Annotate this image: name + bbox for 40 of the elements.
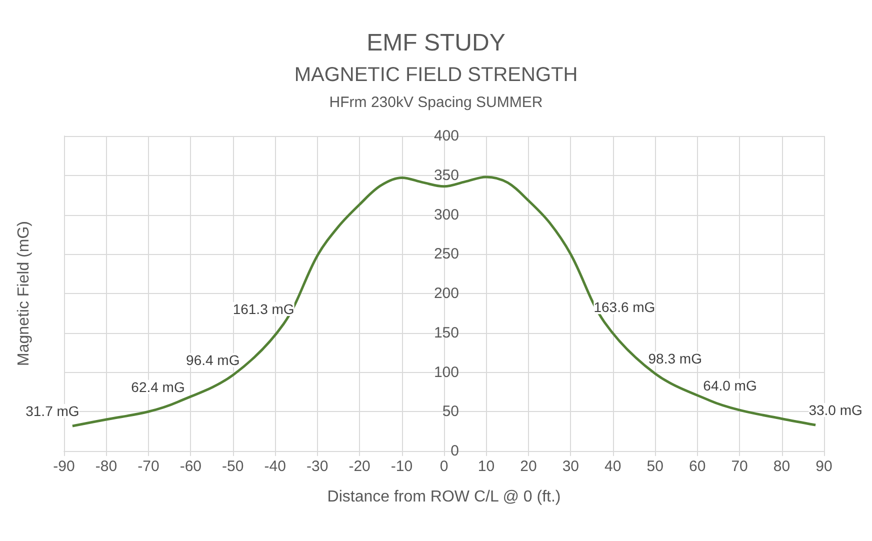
x-tick-label: -90 bbox=[53, 458, 75, 475]
y-tick-label: 0 bbox=[450, 442, 459, 460]
y-tick-label: 250 bbox=[434, 246, 459, 263]
x-axis-title: Distance from ROW C/L @ 0 (ft.) bbox=[327, 488, 561, 506]
x-tick-label: -40 bbox=[264, 458, 286, 475]
chart-title: EMF STUDY bbox=[366, 30, 506, 56]
y-tick-label: 50 bbox=[442, 403, 459, 420]
x-tick-label: -70 bbox=[138, 458, 160, 475]
data-label: 161.3 mG bbox=[232, 300, 294, 317]
data-label: 98.3 mG bbox=[648, 350, 702, 367]
data-label: 96.4 mG bbox=[186, 352, 240, 368]
data-label: 33.0 mG bbox=[808, 402, 862, 418]
data-label: 62.4 mG bbox=[131, 378, 185, 395]
text: HFrm 230kV Spacing SUMMER bbox=[329, 94, 543, 111]
data-label: 31.7 mG bbox=[26, 403, 80, 420]
x-tick-label: 60 bbox=[688, 458, 706, 475]
y-axis-title: Magnetic Field (mG) bbox=[16, 221, 32, 366]
x-tick-label: 50 bbox=[646, 458, 664, 475]
x-tick-label: 70 bbox=[731, 458, 748, 475]
x-tick-label: -80 bbox=[95, 458, 118, 475]
x-tick-label: -10 bbox=[390, 458, 413, 475]
data-label: 163.6 mG bbox=[594, 299, 656, 316]
x-tick-label: -50 bbox=[222, 458, 244, 475]
x-tick-label: -60 bbox=[180, 458, 202, 475]
y-tick-label: 200 bbox=[434, 285, 459, 302]
y-tick-label: 350 bbox=[434, 166, 459, 184]
chart-subtitle: MAGNETIC FIELD STRENGTH bbox=[294, 64, 578, 86]
x-tick-label: 30 bbox=[562, 458, 580, 475]
x-tick-label: 90 bbox=[816, 458, 832, 475]
x-tick-label: 10 bbox=[478, 458, 495, 475]
x-tick-label: 80 bbox=[773, 458, 790, 475]
y-tick-label: 300 bbox=[434, 206, 459, 224]
y-tick-label: 100 bbox=[434, 364, 459, 381]
x-tick-label: -20 bbox=[348, 458, 370, 475]
x-tick-label: 40 bbox=[604, 458, 622, 475]
data-label: 64.0 mG bbox=[703, 378, 757, 394]
y-tick-label: 400 bbox=[434, 128, 459, 144]
y-tick-label: 150 bbox=[434, 324, 459, 342]
x-tick-label: 20 bbox=[520, 458, 537, 475]
x-tick-label: -30 bbox=[306, 458, 328, 475]
